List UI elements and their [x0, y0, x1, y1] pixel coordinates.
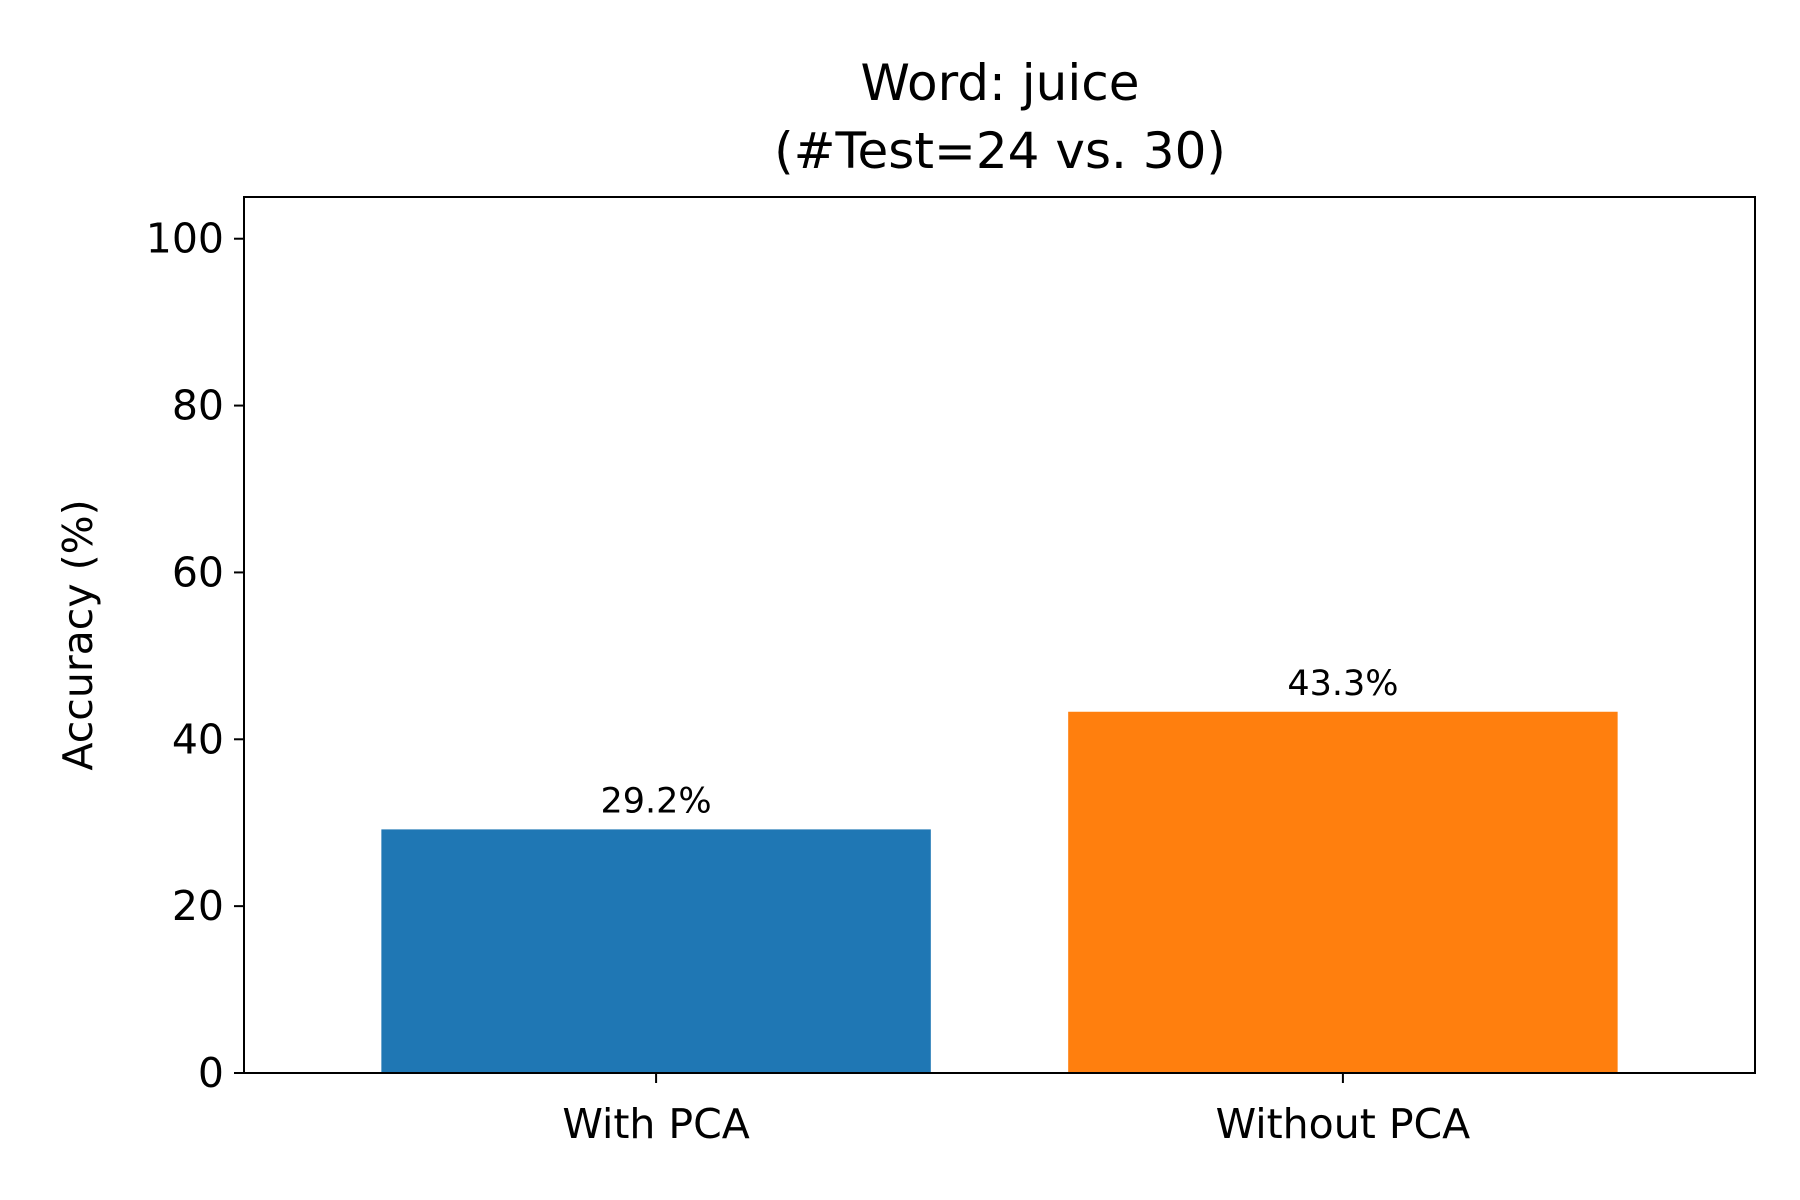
bar-0	[381, 829, 931, 1073]
x-tick-label-0: With PCA	[562, 1100, 750, 1148]
bar-1	[1068, 711, 1618, 1073]
data-label-1: 43.3%	[1287, 664, 1398, 704]
data-labels-group: 29.2% 43.3%	[600, 664, 1398, 822]
x-axis: With PCA Without PCA	[562, 1073, 1470, 1148]
chart-subtitle: (#Test=24 vs. 30)	[774, 122, 1226, 180]
y-tick-label-5: 100	[146, 215, 224, 263]
x-tick-label-1: Without PCA	[1216, 1100, 1471, 1148]
y-tick-label-1: 20	[172, 882, 224, 930]
y-tick-label-2: 40	[172, 715, 224, 763]
y-tick-label-4: 80	[172, 382, 224, 430]
bars-group	[381, 711, 1618, 1073]
y-axis: 0 20 40 60 80 100	[146, 215, 244, 1097]
chart-title: Word: juice	[861, 54, 1140, 112]
data-label-0: 29.2%	[600, 781, 711, 821]
plot-frame	[243, 196, 1756, 1074]
y-axis-label: Accuracy (%)	[54, 499, 102, 770]
y-tick-label-3: 60	[172, 548, 224, 596]
y-tick-label-0: 0	[198, 1049, 224, 1097]
